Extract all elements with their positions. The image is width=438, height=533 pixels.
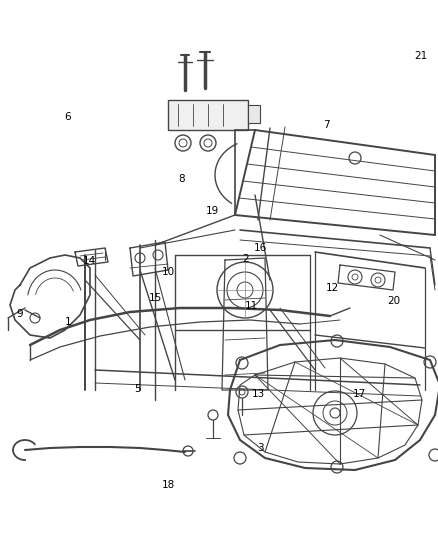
Text: 13: 13 [252, 390, 265, 399]
Text: 7: 7 [323, 120, 330, 130]
Bar [168, 100, 248, 130]
Text: 2: 2 [242, 254, 249, 263]
Text: 20: 20 [388, 296, 401, 306]
Text: 6: 6 [64, 112, 71, 122]
Bar [248, 105, 260, 123]
Text: 5: 5 [134, 384, 141, 394]
Text: 19: 19 [206, 206, 219, 215]
Text: 12: 12 [326, 283, 339, 293]
Text: 17: 17 [353, 390, 366, 399]
Text: 10: 10 [162, 267, 175, 277]
Text: 11: 11 [245, 302, 258, 311]
Text: 8: 8 [178, 174, 185, 183]
Text: 9: 9 [16, 310, 23, 319]
Text: 14: 14 [83, 256, 96, 266]
Text: 3: 3 [257, 443, 264, 453]
Text: 15: 15 [149, 294, 162, 303]
Text: 21: 21 [414, 51, 427, 61]
Text: 1: 1 [64, 318, 71, 327]
Text: 18: 18 [162, 480, 175, 490]
Text: 16: 16 [254, 243, 267, 253]
